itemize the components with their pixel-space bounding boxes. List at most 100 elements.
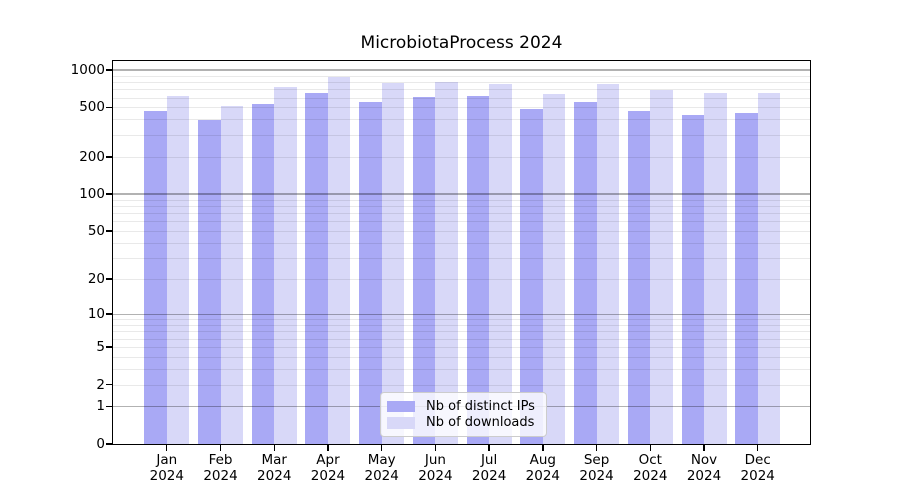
grid-line-minor-40 [113,242,810,244]
x-tick-mark-jun [434,444,437,451]
y-tick-mark-20 [106,278,113,280]
grid-line-minor-8 [113,325,810,327]
bar-downloads-sep [596,83,620,444]
x-tick-mark-jul [488,444,490,451]
y-tick-mark-5 [106,346,113,348]
x-tick-mark-apr [327,444,329,451]
x-tick-month: Jun [424,452,446,468]
grid-line-minor-20 [113,279,810,281]
bar-distinct-ips-may [359,102,382,444]
x-tick-month: Feb [208,452,233,468]
grid-line-major-1000 [113,69,810,71]
grid-line-minor-60 [113,221,810,223]
grid-line-minor-700 [113,89,810,91]
legend-label-distinct-ips: Nb of distinct IPs [426,398,535,414]
y-tick-mark-10 [106,313,113,315]
x-tick-year: 2024 [310,468,346,484]
bar-downloads-apr [327,77,351,444]
y-tick-mark-1 [106,405,113,408]
y-tick-mark-50 [106,230,113,232]
y-tick-label-10: 10 [87,306,105,323]
x-tick-year: 2024 [149,468,184,484]
bar-downloads-dec [757,93,781,444]
x-tick-label-oct: Oct 2024 [618,452,682,484]
chart-title: MicrobiotaProcess 2024 [360,33,563,53]
x-tick-year: 2024 [740,468,775,484]
x-tick-year: 2024 [579,468,614,484]
grid-line-minor-90 [113,199,810,201]
x-tick-month: Apr [316,452,340,468]
y-tick-label-1000: 1000 [70,61,105,78]
x-tick-label-feb: Feb 2024 [189,452,253,484]
grid-line-major-10 [113,313,810,315]
grid-line-minor-900 [113,75,810,77]
x-tick-label-apr: Apr 2024 [296,452,360,484]
bar-downloads-feb [220,106,244,444]
y-tick-mark-100 [106,193,113,195]
bar-distinct-ips-apr [305,92,328,444]
legend-swatch-distinct-ips [387,400,415,412]
x-tick-year: 2024 [525,468,560,484]
bar-distinct-ips-jun [412,96,436,444]
x-tick-mark-mar [273,444,275,451]
y-tick-label-1: 1 [96,398,105,415]
bar-distinct-ips-jan [144,110,167,444]
x-tick-month: Dec [744,452,771,468]
x-tick-month: Jan [156,452,178,468]
bar-distinct-ips-feb [198,120,221,444]
x-tick-label-sep: Sep 2024 [565,452,629,484]
y-tick-label-100: 100 [79,186,105,203]
y-tick-mark-200 [106,156,113,158]
grid-line-minor-600 [113,97,810,99]
legend-row-distinct-ips: Nb of distinct IPs [387,399,538,414]
x-tick-year: 2024 [257,468,292,484]
y-tick-mark-0 [106,443,113,445]
grid-line-minor-30 [113,258,810,260]
x-tick-mark-nov [703,444,705,451]
x-tick-label-dec: Dec 2024 [726,452,790,484]
bar-downloads-oct [650,90,673,444]
x-tick-month: Nov [690,452,718,468]
bar-distinct-ips-oct [627,110,651,444]
grid-line-minor-5 [113,346,810,348]
grid-line-minor-9 [113,319,810,321]
x-tick-year: 2024 [686,468,722,484]
grid-line-minor-300 [113,135,810,136]
grid-line-minor-70 [113,213,810,215]
y-tick-label-500: 500 [79,99,105,116]
bar-distinct-ips-aug [520,108,543,444]
bar-distinct-ips-jul [466,95,490,444]
x-tick-mark-jan [166,444,168,451]
y-tick-label-20: 20 [87,271,105,288]
bar-distinct-ips-dec [735,112,758,444]
grid-line-minor-50 [113,231,810,233]
legend-row-downloads: Nb of downloads [387,415,538,430]
x-tick-label-nov: Nov 2024 [672,452,736,484]
grid-line-minor-2 [113,384,810,386]
grid-line-minor-6 [113,338,810,340]
x-tick-mark-oct [649,444,651,451]
bar-downloads-jun [435,81,458,444]
y-tick-label-2: 2 [96,376,105,393]
y-tick-label-0: 0 [96,436,105,452]
legend-swatch-downloads [387,417,415,429]
x-tick-label-may: May 2024 [350,452,414,484]
bar-downloads-aug [542,93,566,444]
x-tick-mark-dec [757,444,759,451]
x-tick-label-mar: Mar 2024 [242,452,306,484]
x-tick-label-jan: Jan 2024 [135,452,199,484]
x-tick-label-jul: Jul 2024 [457,452,521,484]
x-tick-mark-may [380,444,383,451]
y-tick-mark-500 [106,106,113,109]
x-tick-mark-feb [219,444,222,451]
y-tick-label-200: 200 [79,148,105,165]
grid-line-minor-80 [113,206,810,208]
x-tick-month: Jul [480,452,498,468]
bar-distinct-ips-nov [681,114,704,444]
x-tick-label-jun: Jun 2024 [403,452,467,484]
grid-line-major-100 [113,193,810,195]
y-tick-label-50: 50 [87,223,105,240]
x-tick-label-aug: Aug 2024 [511,452,575,484]
grid-line-minor-500 [113,107,810,109]
x-tick-month: May [367,452,396,468]
